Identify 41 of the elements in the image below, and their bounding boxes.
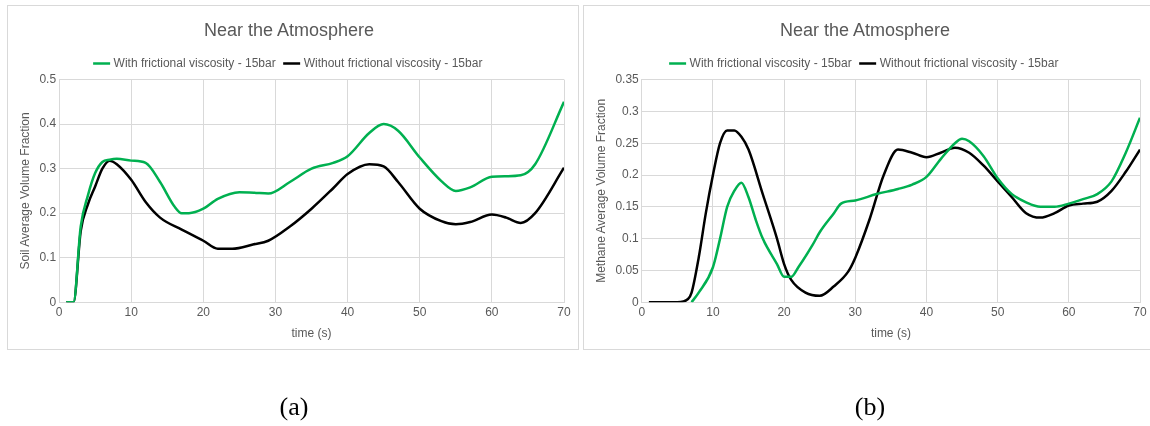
y-tick-label: 0 [49,294,57,309]
y-tick-label: 0.15 [615,199,640,214]
y-tick-label: 0.05 [615,262,640,277]
y-tick-label: 0.5 [39,71,57,86]
x-tick-label: 50 [413,304,427,319]
y-axis-title: Methane Average Volume Fraction [593,98,608,283]
x-tick-label: 20 [196,304,211,319]
x-tick-label: 70 [1133,304,1147,319]
x-tick-label: 40 [340,304,355,319]
legend-label: Without frictional viscosity - 15bar [303,55,483,70]
y-tick-label: 0.3 [622,103,640,118]
x-tick-label: 50 [990,304,1005,319]
x-tick-label: 40 [919,304,934,319]
x-tick-label: 30 [268,304,283,319]
line-series [65,100,564,303]
y-tick-label: 0.2 [39,205,57,220]
y-tick-label: 0.3 [39,160,57,175]
legend-label: With frictional viscosity - 15bar [689,55,852,70]
y-axis-title: Soil Average Volume Fraction [17,112,32,270]
text: (b) [853,392,887,422]
x-tick-label: 60 [1062,304,1076,319]
y-tick-label: 0.1 [39,249,57,264]
legend-label: With frictional viscosity - 15bar [113,55,276,70]
y-tick-label: 0.25 [615,135,640,150]
x-tick-label: 10 [706,304,720,319]
x-axis-title: time (s) [291,326,332,341]
text: (a) [278,392,310,422]
x-tick-label: 20 [777,304,792,319]
x-tick-label: 60 [485,304,499,319]
chart-title: Near the Atmosphere [779,19,951,40]
x-axis-title: time (s) [870,326,911,341]
legend-label: Without frictional viscosity - 15bar [879,55,1059,70]
x-tick-label: 10 [124,304,139,319]
x-tick-label: 30 [848,304,863,319]
y-tick-label: 0 [632,294,640,309]
chart-title: Near the Atmosphere [203,19,375,40]
y-tick-label: 0.1 [622,230,640,245]
y-tick-label: 0.4 [39,116,57,131]
y-tick-label: 0.2 [622,167,640,182]
y-tick-label: 0.35 [615,71,640,86]
x-tick-label: 70 [557,304,571,319]
